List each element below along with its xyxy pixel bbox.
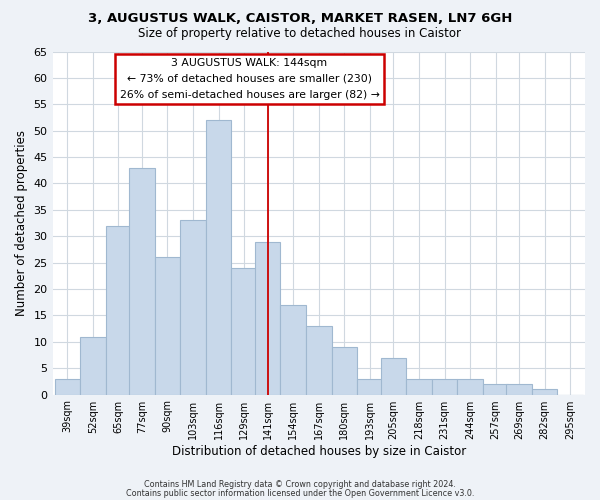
Bar [406,378,432,394]
Text: 3, AUGUSTUS WALK, CAISTOR, MARKET RASEN, LN7 6GH: 3, AUGUSTUS WALK, CAISTOR, MARKET RASEN,… [88,12,512,26]
X-axis label: Distribution of detached houses by size in Caistor: Distribution of detached houses by size … [172,444,466,458]
Y-axis label: Number of detached properties: Number of detached properties [15,130,28,316]
Bar [155,258,180,394]
Bar [180,220,206,394]
Bar [280,305,306,394]
Bar [80,336,106,394]
Bar [357,378,383,394]
Text: Contains public sector information licensed under the Open Government Licence v3: Contains public sector information licen… [126,488,474,498]
Bar [332,347,357,395]
Bar [506,384,532,394]
Bar [55,378,80,394]
Bar [206,120,232,394]
Text: Size of property relative to detached houses in Caistor: Size of property relative to detached ho… [139,28,461,40]
Bar [483,384,508,394]
Bar [380,358,406,395]
Text: 3 AUGUSTUS WALK: 144sqm
← 73% of detached houses are smaller (230)
26% of semi-d: 3 AUGUSTUS WALK: 144sqm ← 73% of detache… [119,58,379,100]
Text: Contains HM Land Registry data © Crown copyright and database right 2024.: Contains HM Land Registry data © Crown c… [144,480,456,489]
Bar [232,268,257,394]
Bar [106,226,131,394]
Bar [532,390,557,394]
Bar [255,242,280,394]
Bar [129,168,155,394]
Bar [306,326,332,394]
Bar [457,378,483,394]
Bar [432,378,457,394]
